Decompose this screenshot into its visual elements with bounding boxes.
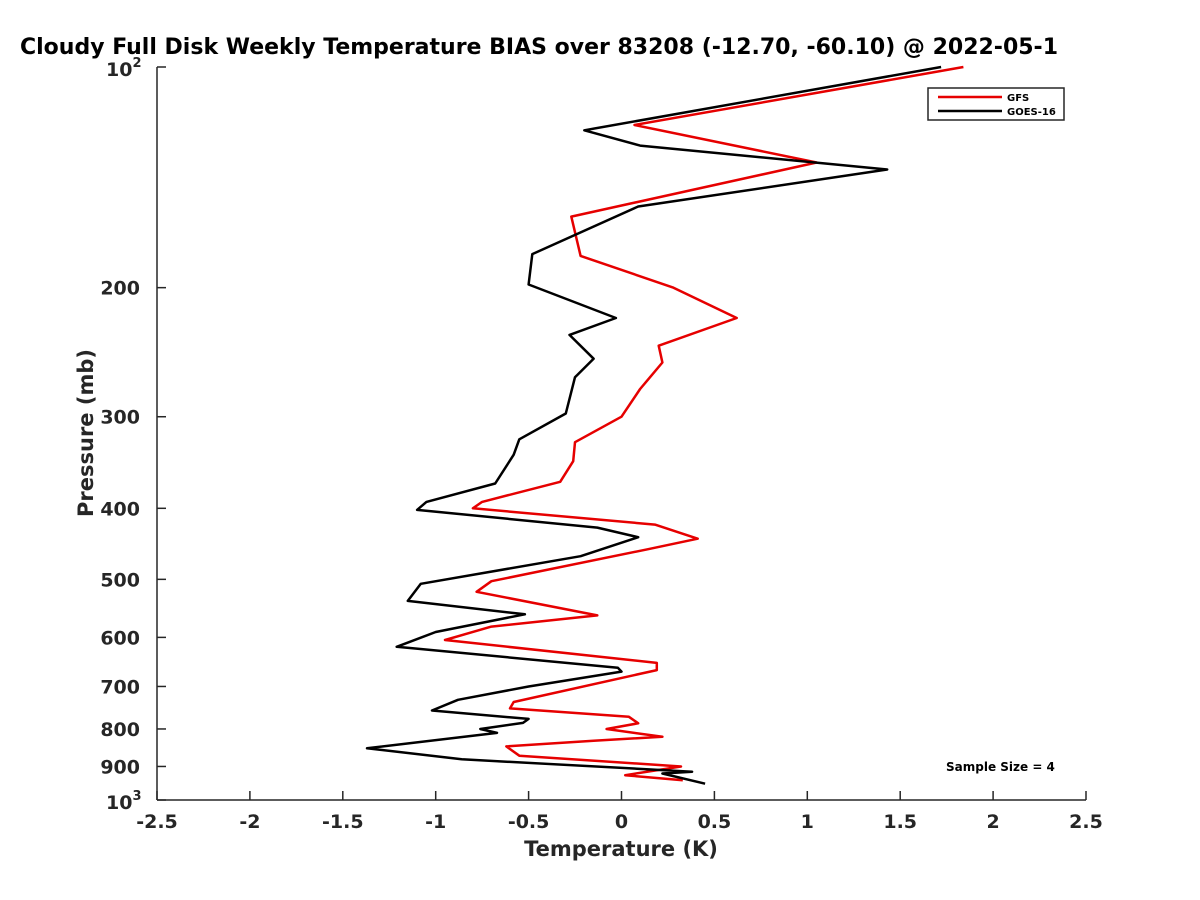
x-axis-label: Temperature (K) <box>524 837 718 861</box>
y-tick-label: 800 <box>100 719 140 741</box>
series-line-goes-16 <box>365 65 942 785</box>
sample-size-annotation: Sample Size = 4 <box>946 760 1055 774</box>
y-top-exp: 2 <box>132 56 141 71</box>
x-tick-label: 2.5 <box>1069 811 1103 833</box>
legend-label-gfs: GFS <box>1007 93 1029 104</box>
x-tick-label: -2 <box>239 811 260 833</box>
x-tick-label: 0 <box>615 811 628 833</box>
y-tick-label: 900 <box>100 756 140 778</box>
x-tick-label: -0.5 <box>508 811 550 833</box>
legend-box <box>927 87 1065 121</box>
x-tick-label: -1.5 <box>322 811 364 833</box>
legend-label-goes-16: GOES-16 <box>1007 107 1056 118</box>
y-tick-label-bottom: 103 <box>106 789 142 814</box>
y-top-base: 10 <box>106 59 132 81</box>
x-tick-label: 0.5 <box>698 811 732 833</box>
x-tick-label: 1.5 <box>883 811 917 833</box>
x-tick-label: 2 <box>986 811 999 833</box>
y-tick-label: 600 <box>100 627 140 649</box>
y-tick-label: 200 <box>100 278 140 300</box>
y-axis-label: Pressure (mb) <box>74 349 98 517</box>
x-tick-label: -1 <box>425 811 446 833</box>
y-bottom-exp: 3 <box>132 789 141 804</box>
x-tick-label: 1 <box>801 811 814 833</box>
y-tick-label: 400 <box>100 498 140 520</box>
y-tick-label: 300 <box>100 407 140 429</box>
x-axis-ticks: -2.5 -2 -1.5 -1 -0.5 0 0.5 1 1.5 2 2.5 <box>136 791 1103 833</box>
legend: GFS GOES-16 <box>927 87 1065 121</box>
chart-title: Cloudy Full Disk Weekly Temperature BIAS… <box>20 35 1058 60</box>
y-tick-label: 500 <box>100 569 140 591</box>
y-tick-label: 700 <box>100 676 140 698</box>
y-axis-ticks: 200 300 400 500 600 700 800 900 <box>100 66 166 801</box>
x-tick-label: -2.5 <box>136 811 178 833</box>
y-tick-label-top: 102 <box>106 56 142 81</box>
series-line-gfs <box>443 65 964 782</box>
y-bottom-base: 10 <box>106 792 132 814</box>
